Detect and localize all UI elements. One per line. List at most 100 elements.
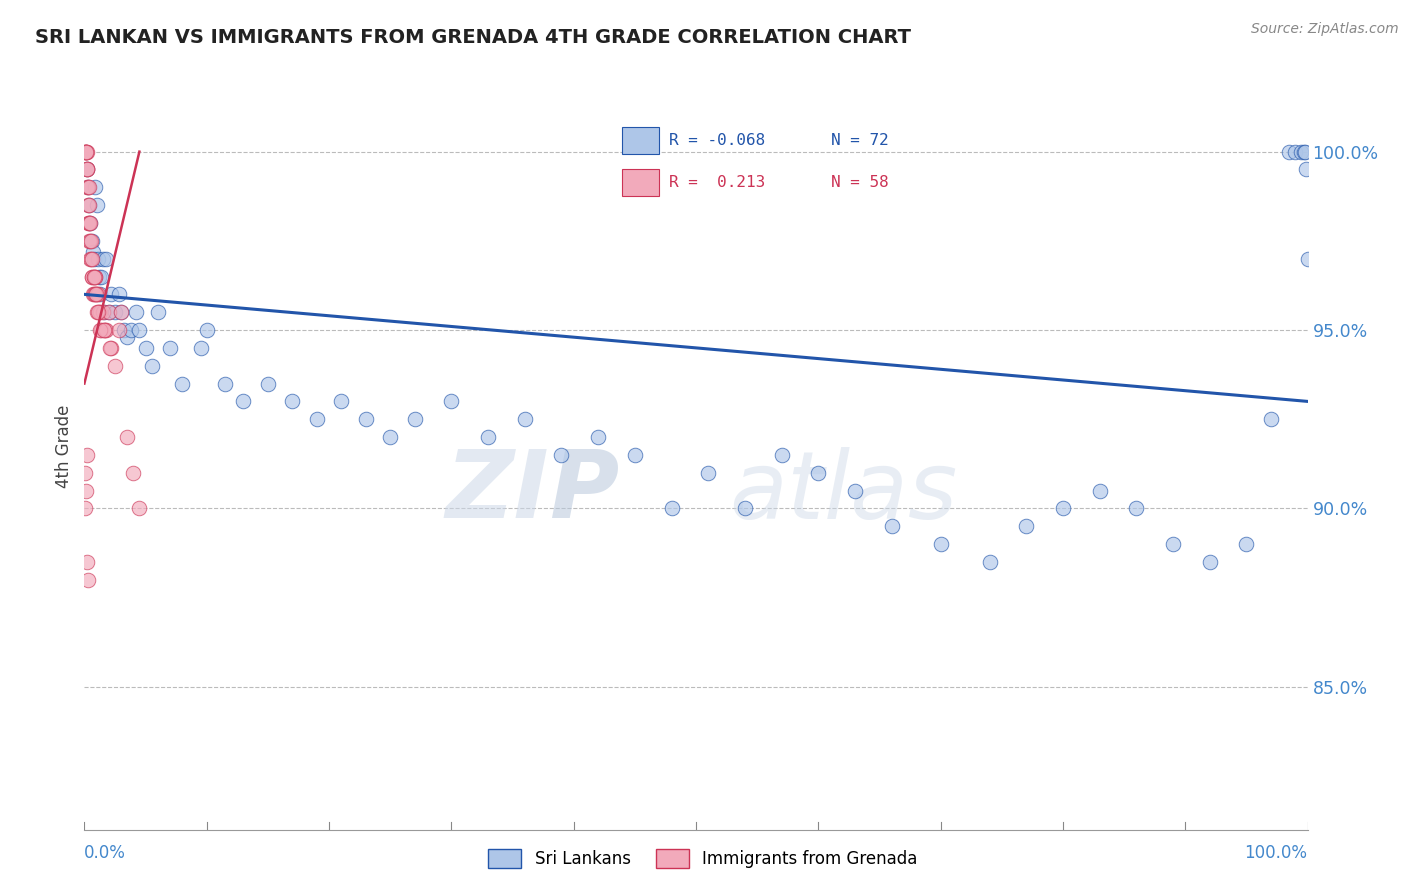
Point	[75, 145, 97, 159]
Point	[1260, 412, 1282, 426]
Point	[87, 252, 110, 266]
Legend: Sri Lankans, Immigrants from Grenada: Sri Lankans, Immigrants from Grenada	[481, 842, 925, 875]
Point	[77, 180, 100, 194]
Point	[83, 287, 105, 301]
Text: 100.0%: 100.0%	[1244, 844, 1308, 862]
Point	[86, 287, 108, 301]
Point	[135, 341, 157, 355]
Text: Source: ZipAtlas.com: Source: ZipAtlas.com	[1251, 22, 1399, 37]
Point	[1125, 501, 1147, 516]
Point	[83, 269, 105, 284]
Point	[214, 376, 236, 391]
Point	[190, 341, 212, 355]
Point	[880, 519, 903, 533]
Point	[122, 466, 145, 480]
Text: P: P	[550, 446, 619, 538]
Point	[172, 376, 194, 391]
Point	[79, 234, 101, 248]
Point	[807, 466, 830, 480]
Point	[76, 162, 98, 177]
Point	[115, 330, 138, 344]
Point	[146, 305, 169, 319]
Point	[87, 269, 110, 284]
Point	[77, 180, 100, 194]
Point	[141, 359, 163, 373]
Point	[75, 145, 97, 159]
Point	[734, 501, 756, 516]
Point	[77, 216, 100, 230]
Point	[661, 501, 683, 516]
Text: R =  0.213: R = 0.213	[669, 175, 765, 190]
Point	[80, 252, 103, 266]
Point	[76, 162, 98, 177]
Text: atlas: atlas	[728, 447, 957, 538]
Point	[104, 305, 127, 319]
Point	[1088, 483, 1111, 498]
Point	[257, 376, 280, 391]
Point	[86, 305, 108, 319]
Point	[76, 448, 98, 462]
Point	[440, 394, 463, 409]
Point	[96, 252, 118, 266]
Point	[979, 555, 1001, 569]
Point	[84, 287, 107, 301]
Point	[1292, 145, 1315, 159]
FancyBboxPatch shape	[621, 169, 659, 196]
Point	[1198, 555, 1220, 569]
Point	[1294, 145, 1316, 159]
Point	[83, 287, 105, 301]
Point	[75, 145, 97, 159]
Point	[87, 305, 110, 319]
Point	[513, 412, 536, 426]
Point	[128, 501, 150, 516]
Point	[1296, 252, 1319, 266]
Point	[76, 555, 98, 569]
Point	[93, 323, 115, 337]
Point	[76, 145, 98, 159]
Point	[112, 323, 135, 337]
Text: ZI: ZI	[446, 446, 550, 538]
Point	[96, 323, 118, 337]
Point	[94, 323, 117, 337]
Point	[87, 305, 110, 319]
Point	[73, 466, 96, 480]
Point	[77, 216, 100, 230]
Point	[98, 341, 121, 355]
Point	[97, 305, 120, 319]
Text: R = -0.068: R = -0.068	[669, 133, 765, 148]
Point	[82, 252, 104, 266]
Point	[1284, 145, 1306, 159]
Point	[80, 234, 103, 248]
Text: N = 72: N = 72	[831, 133, 889, 148]
Point	[89, 323, 111, 337]
Point	[79, 216, 101, 230]
Point	[76, 198, 98, 212]
Point	[305, 412, 328, 426]
Point	[104, 359, 127, 373]
Point	[380, 430, 402, 444]
Point	[195, 323, 218, 337]
Point	[76, 162, 98, 177]
Point	[770, 448, 793, 462]
Point	[232, 394, 254, 409]
Point	[82, 269, 104, 284]
Point	[84, 287, 107, 301]
Point	[107, 287, 129, 301]
Point	[79, 252, 101, 266]
Point	[1236, 537, 1258, 551]
Point	[82, 244, 104, 259]
Point	[404, 412, 426, 426]
Point	[77, 216, 100, 230]
Point	[697, 466, 720, 480]
Point	[79, 234, 101, 248]
Point	[1278, 145, 1301, 159]
Point	[83, 269, 105, 284]
Point	[75, 145, 97, 159]
Point	[87, 287, 110, 301]
FancyBboxPatch shape	[621, 127, 659, 153]
Point	[110, 305, 132, 319]
Point	[73, 145, 96, 159]
Point	[330, 394, 353, 409]
Point	[115, 430, 138, 444]
Text: N = 58: N = 58	[831, 175, 889, 190]
